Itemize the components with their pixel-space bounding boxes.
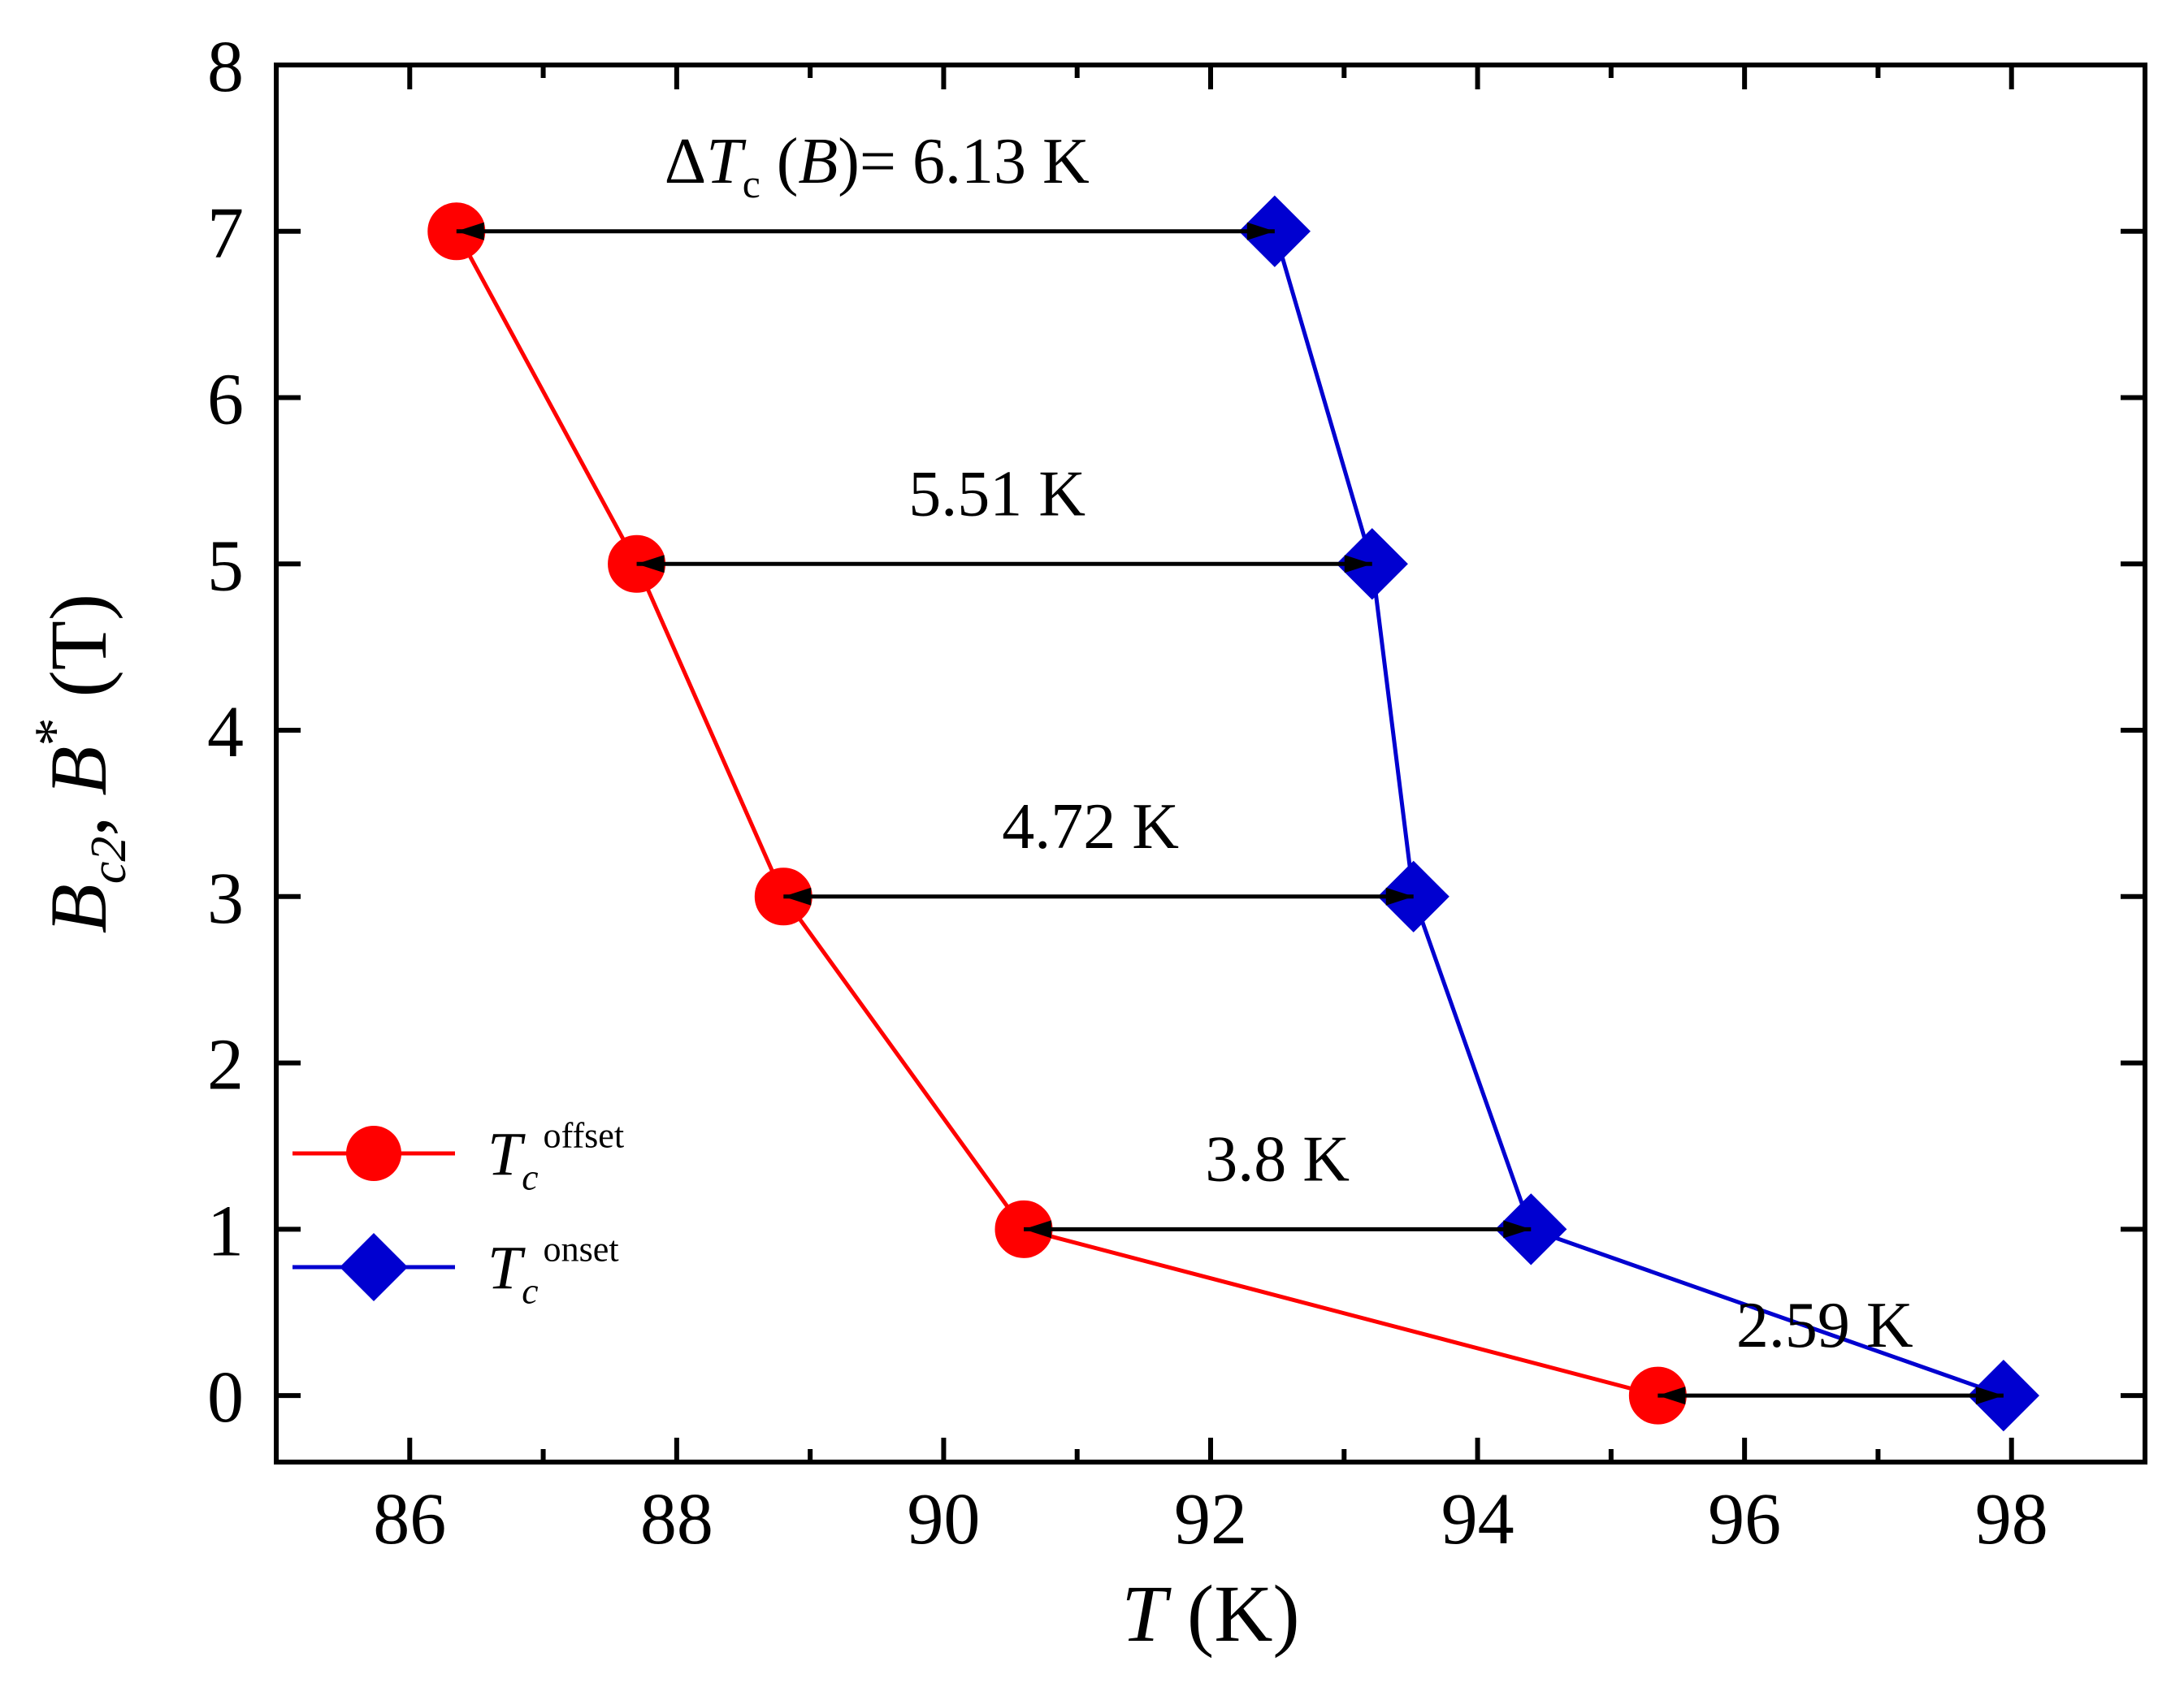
delta-label: 2.59 K bbox=[1736, 1290, 1913, 1361]
y-tick-label: 7 bbox=[207, 193, 244, 274]
y-tick-label: 0 bbox=[207, 1357, 244, 1438]
y-tick-label: 8 bbox=[207, 27, 244, 107]
chart-svg: 86889092949698T (K)012345678Bc2, B* (T)Δ… bbox=[0, 0, 2184, 1696]
y-tick-label: 4 bbox=[207, 692, 244, 772]
x-tick-label: 94 bbox=[1441, 1479, 1514, 1560]
x-tick-label: 90 bbox=[907, 1479, 980, 1560]
legend-marker-circle bbox=[346, 1126, 401, 1181]
delta-label: 5.51 K bbox=[908, 458, 1086, 530]
chart-container: 86889092949698T (K)012345678Bc2, B* (T)Δ… bbox=[0, 0, 2184, 1696]
delta-label: ΔTc (B)= 6.13 K bbox=[665, 126, 1090, 206]
x-axis-title: T (K) bbox=[1121, 1568, 1299, 1659]
y-tick-label: 1 bbox=[207, 1191, 244, 1271]
y-tick-label: 3 bbox=[207, 859, 244, 939]
y-tick-label: 5 bbox=[207, 526, 244, 606]
x-tick-label: 92 bbox=[1174, 1479, 1247, 1560]
y-tick-label: 2 bbox=[207, 1025, 244, 1105]
y-tick-label: 6 bbox=[207, 360, 244, 440]
delta-label: 3.8 K bbox=[1205, 1123, 1350, 1195]
x-tick-label: 86 bbox=[373, 1479, 446, 1560]
delta-label: 4.72 K bbox=[1002, 791, 1179, 863]
x-tick-label: 96 bbox=[1708, 1479, 1781, 1560]
x-tick-label: 88 bbox=[640, 1479, 713, 1560]
x-tick-label: 98 bbox=[1975, 1479, 2048, 1560]
